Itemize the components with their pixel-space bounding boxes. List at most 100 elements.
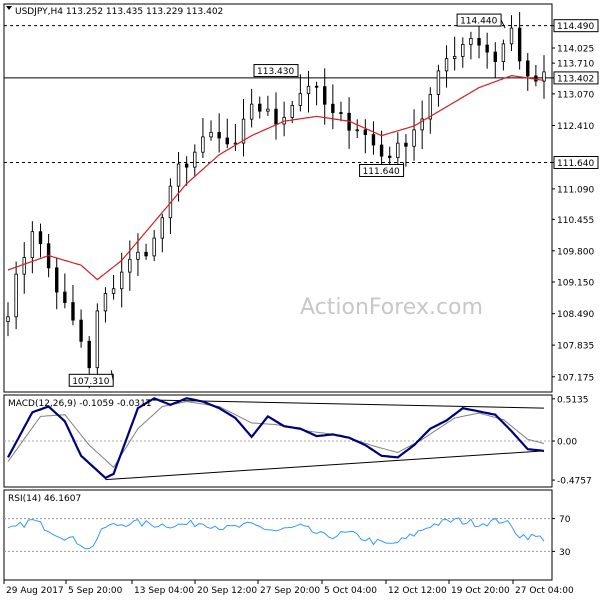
candle-body <box>6 316 10 322</box>
candle-body <box>241 118 246 144</box>
price-tick-label: 111.640 <box>557 159 594 169</box>
panel-frame-price <box>3 3 553 393</box>
candle-body <box>306 85 311 95</box>
candle-body <box>323 86 327 105</box>
candle-body <box>355 129 359 132</box>
candle-body <box>22 257 26 275</box>
watermark-text: ActionForex.com <box>300 295 483 320</box>
candle-body <box>477 38 481 46</box>
candle-body <box>371 134 376 146</box>
rsi-title: RSI(14) 46.1607 <box>8 494 81 504</box>
macd-trendline-0 <box>146 399 545 409</box>
candle-body <box>396 142 400 158</box>
price-tick-label: 113.402 <box>557 74 594 84</box>
candle-body <box>217 132 221 139</box>
price-tick-label: 109.800 <box>557 247 594 257</box>
candle-body <box>314 85 319 88</box>
annotation-leader <box>500 19 506 29</box>
candle-body <box>193 151 197 168</box>
x-tick-label: 13 Sep 04:00 <box>134 586 194 596</box>
price-axis-tag <box>553 19 599 33</box>
price-tick-label: 112.410 <box>557 122 594 132</box>
annotation-label: 113.430 <box>257 67 294 77</box>
x-tick-label: 27 Sep 20:00 <box>260 586 320 596</box>
panel-frame-rsi <box>3 489 553 581</box>
candle-body <box>79 319 83 342</box>
annotation-leader <box>110 370 114 381</box>
candle-body <box>152 237 156 257</box>
candle-body <box>339 112 343 114</box>
candle-body <box>331 103 335 113</box>
candle-body <box>428 94 433 120</box>
price-tick-label: 107.175 <box>557 373 594 383</box>
candle-body <box>176 163 181 187</box>
rsi-tick-label: 30 <box>559 548 571 558</box>
price-tick-label: 114.490 <box>557 22 594 32</box>
macd-signal-line <box>7 401 545 469</box>
price-axis-tag <box>553 155 599 169</box>
macd-main-line <box>7 397 545 480</box>
price-moving-average-line <box>7 74 545 281</box>
price-tick-label: 114.025 <box>557 45 594 55</box>
candle-body <box>95 310 100 369</box>
x-tick-label: 5 Oct 04:00 <box>324 586 377 596</box>
candle-body <box>526 60 530 77</box>
macd-trendline-1 <box>105 450 545 481</box>
price-tick-label: 109.150 <box>557 279 594 289</box>
x-tick-label: 5 Sep 20:00 <box>68 586 123 596</box>
candle-body <box>501 43 506 63</box>
candle-body <box>209 132 213 138</box>
candle-body <box>103 293 108 312</box>
candle-body <box>144 251 148 257</box>
candle-body <box>444 58 449 72</box>
price-tick-label: 110.455 <box>557 216 594 226</box>
price-tick-label: 111.090 <box>557 185 594 195</box>
price-title: USDJPY,H4 113.252 113.435 113.229 113.40… <box>15 7 223 17</box>
candle-body <box>461 43 465 57</box>
candle-body <box>119 271 124 290</box>
dropdown-triangle-icon <box>6 6 12 10</box>
candle-body <box>469 38 473 45</box>
candle-body <box>225 137 229 145</box>
candle-body <box>63 291 67 303</box>
candle-body <box>485 44 489 53</box>
price-axis-tag <box>553 71 599 85</box>
rsi-line <box>7 517 545 550</box>
macd-title: MACD(12,26,9) -0.1059 -0.0311 <box>8 399 152 409</box>
candle-body <box>184 163 189 168</box>
candle-body <box>517 27 522 62</box>
candle-body <box>266 108 270 112</box>
candle-body <box>201 136 205 153</box>
candle-body <box>298 93 303 106</box>
candle-body <box>87 340 91 369</box>
rsi-tick-label: 70 <box>559 515 571 525</box>
candle-body <box>160 217 165 239</box>
candle-body <box>258 103 262 112</box>
price-tick-label: 108.490 <box>557 310 594 320</box>
candle-body <box>379 144 384 157</box>
annotation-label: 107.310 <box>72 377 109 387</box>
candle-body <box>233 142 238 145</box>
candle-body <box>14 273 18 318</box>
macd-tick-label: 0.5135 <box>557 395 589 405</box>
candle-body <box>363 129 368 135</box>
candle-body <box>436 70 441 95</box>
candle-body <box>136 251 140 260</box>
x-tick-label: 20 Sep 12:00 <box>197 586 257 596</box>
price-tick-label: 113.070 <box>557 90 594 100</box>
candle-body <box>493 51 497 63</box>
macd-tick-label: 0.00 <box>557 438 577 448</box>
candle-body <box>452 56 457 59</box>
candle-body <box>111 288 116 294</box>
candle-body <box>30 231 35 258</box>
candle-body <box>290 104 294 118</box>
annotation-label: 114.440 <box>460 17 497 27</box>
price-tick-label: 107.835 <box>557 342 594 352</box>
candle-body <box>420 118 424 131</box>
candle-body <box>249 103 254 120</box>
candle-body <box>274 108 278 125</box>
x-tick-label: 29 Aug 2017 <box>6 586 64 596</box>
x-tick-label: 27 Oct 04:00 <box>515 586 574 596</box>
